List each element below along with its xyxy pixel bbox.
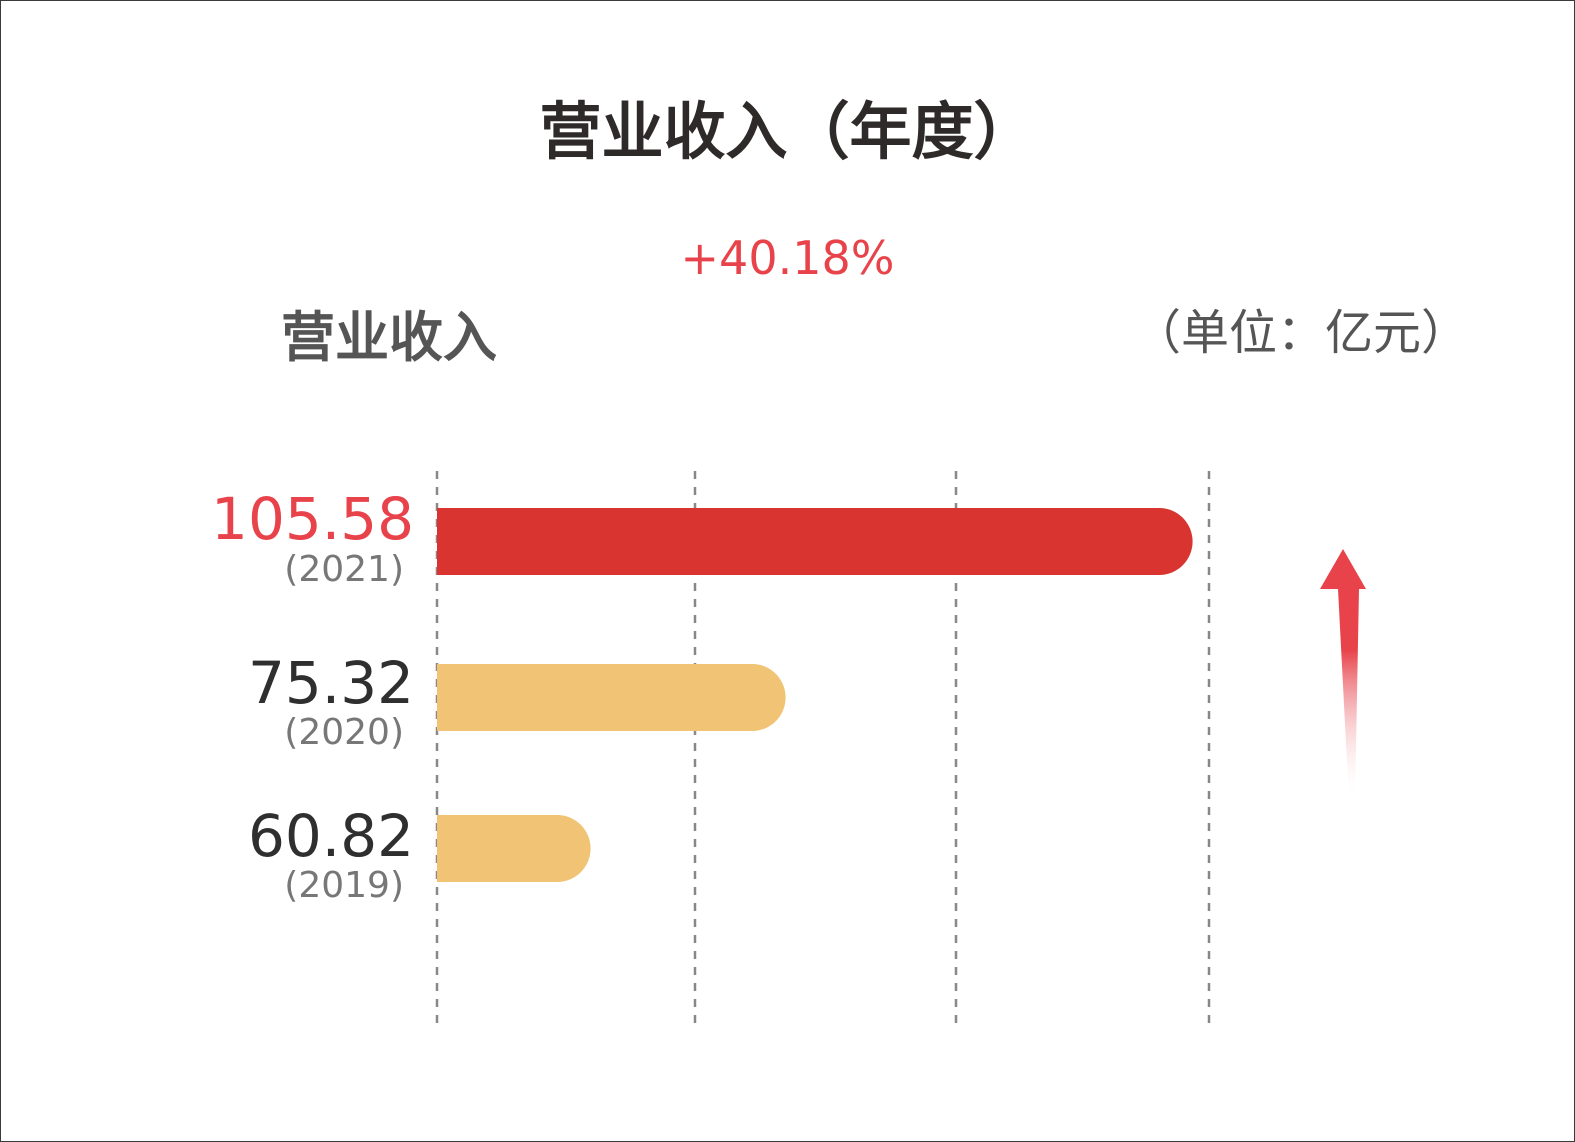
bar-2020	[437, 664, 786, 731]
axis-label: 营业收入	[281, 306, 497, 369]
bar-2019	[437, 815, 591, 882]
category-label-2021: (2021)	[284, 549, 404, 590]
chart-title: 营业收入（年度）	[539, 95, 1036, 168]
value-label-2019: 60.82	[247, 802, 414, 870]
category-label-2019: (2019)	[284, 865, 404, 906]
growth-rate: +40.18%	[680, 231, 895, 285]
up-arrow-icon	[1320, 549, 1366, 801]
category-label-2020: (2020)	[284, 712, 404, 753]
unit-label: （单位：亿元）	[1133, 305, 1470, 361]
value-label-2020: 75.32	[247, 649, 414, 717]
bar-2021	[437, 508, 1193, 575]
value-label-2021: 105.58	[211, 485, 414, 553]
